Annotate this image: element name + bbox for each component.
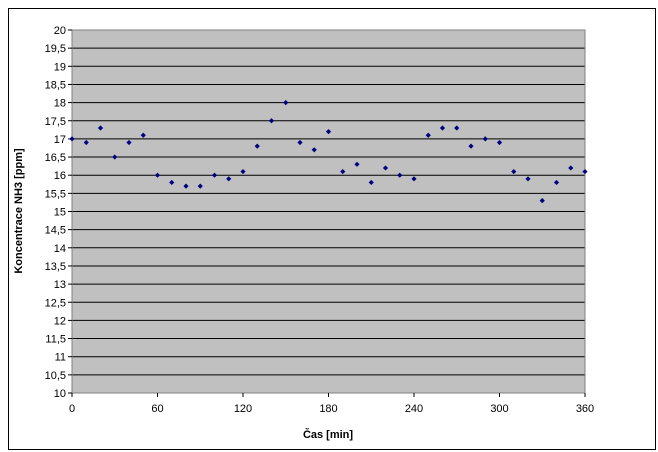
data-point — [169, 179, 175, 186]
y-tick-label: 20 — [54, 25, 66, 37]
x-tick-label: 360 — [576, 403, 594, 415]
data-point — [425, 132, 431, 138]
x-tick-label: 240 — [405, 403, 423, 415]
x-tick-label: 300 — [490, 403, 508, 415]
data-point — [568, 165, 574, 171]
data-point — [511, 168, 517, 175]
data-point — [311, 147, 317, 153]
data-point — [539, 198, 545, 204]
data-point — [140, 132, 146, 138]
y-tick-label: 18,5 — [45, 79, 66, 91]
y-tick-label: 16 — [54, 170, 66, 182]
x-axis-title: Čas [min] — [303, 428, 353, 441]
x-tick-label: 60 — [151, 403, 163, 415]
y-tick-label: 12 — [54, 315, 66, 327]
data-points — [69, 100, 588, 204]
y-axis-ticks: 10 10,5 11 11,5 12 12,5 13 13,5 14 14,5 15 15,5 16 16… — [45, 25, 72, 400]
data-point — [354, 161, 360, 167]
data-point — [340, 168, 346, 175]
data-point — [297, 139, 303, 146]
y-tick-label: 13 — [54, 279, 66, 291]
data-point — [525, 176, 531, 182]
y-tick-label: 19 — [54, 61, 66, 73]
data-point — [382, 165, 389, 171]
x-tick-label: 0 — [69, 403, 75, 415]
x-tick-label: 180 — [319, 403, 337, 415]
data-point — [211, 172, 218, 178]
y-axis-title: Koncentrace NH3 [ppm] — [13, 148, 25, 274]
data-point — [582, 168, 588, 175]
y-tick-label: 14 — [54, 243, 66, 255]
data-point — [482, 136, 488, 142]
data-point — [197, 183, 203, 189]
x-tick-label: 120 — [234, 403, 252, 415]
y-tick-label: 11 — [55, 352, 66, 364]
grid-lines — [72, 29, 585, 376]
data-point — [439, 125, 446, 131]
data-point — [69, 136, 75, 142]
data-point — [368, 179, 374, 186]
data-point — [126, 139, 132, 146]
data-point — [283, 100, 289, 106]
y-tick-label: 15,5 — [45, 188, 66, 200]
data-point — [112, 154, 118, 160]
data-point — [468, 143, 474, 149]
data-point — [268, 118, 275, 124]
y-tick-label: 10,5 — [45, 370, 66, 382]
data-point — [411, 176, 417, 182]
data-point — [496, 139, 503, 146]
y-tick-label: 10 — [54, 388, 66, 400]
data-point — [325, 129, 332, 135]
y-tick-label: 18 — [54, 98, 66, 110]
y-tick-label: 15 — [54, 207, 66, 219]
y-tick-label: 17 — [54, 134, 66, 146]
data-point — [183, 183, 189, 189]
data-point — [97, 125, 104, 131]
y-tick-label: 19,5 — [45, 43, 66, 55]
y-tick-label: 16,5 — [45, 152, 66, 164]
y-tick-label: 12,5 — [45, 297, 66, 309]
data-point — [254, 143, 260, 149]
y-tick-label: 13,5 — [45, 261, 66, 273]
data-point — [226, 176, 232, 182]
y-tick-label: 17,5 — [45, 116, 66, 128]
data-point — [154, 172, 161, 178]
y-tick-label: 14,5 — [45, 225, 66, 237]
y-tick-label: 11,5 — [45, 334, 66, 346]
data-point — [553, 179, 560, 186]
data-point — [83, 139, 89, 146]
data-point — [397, 172, 403, 178]
data-point — [454, 125, 460, 131]
x-axis-ticks: 0 60 120 180 240 300 360 — [69, 393, 594, 415]
data-point — [240, 168, 246, 175]
